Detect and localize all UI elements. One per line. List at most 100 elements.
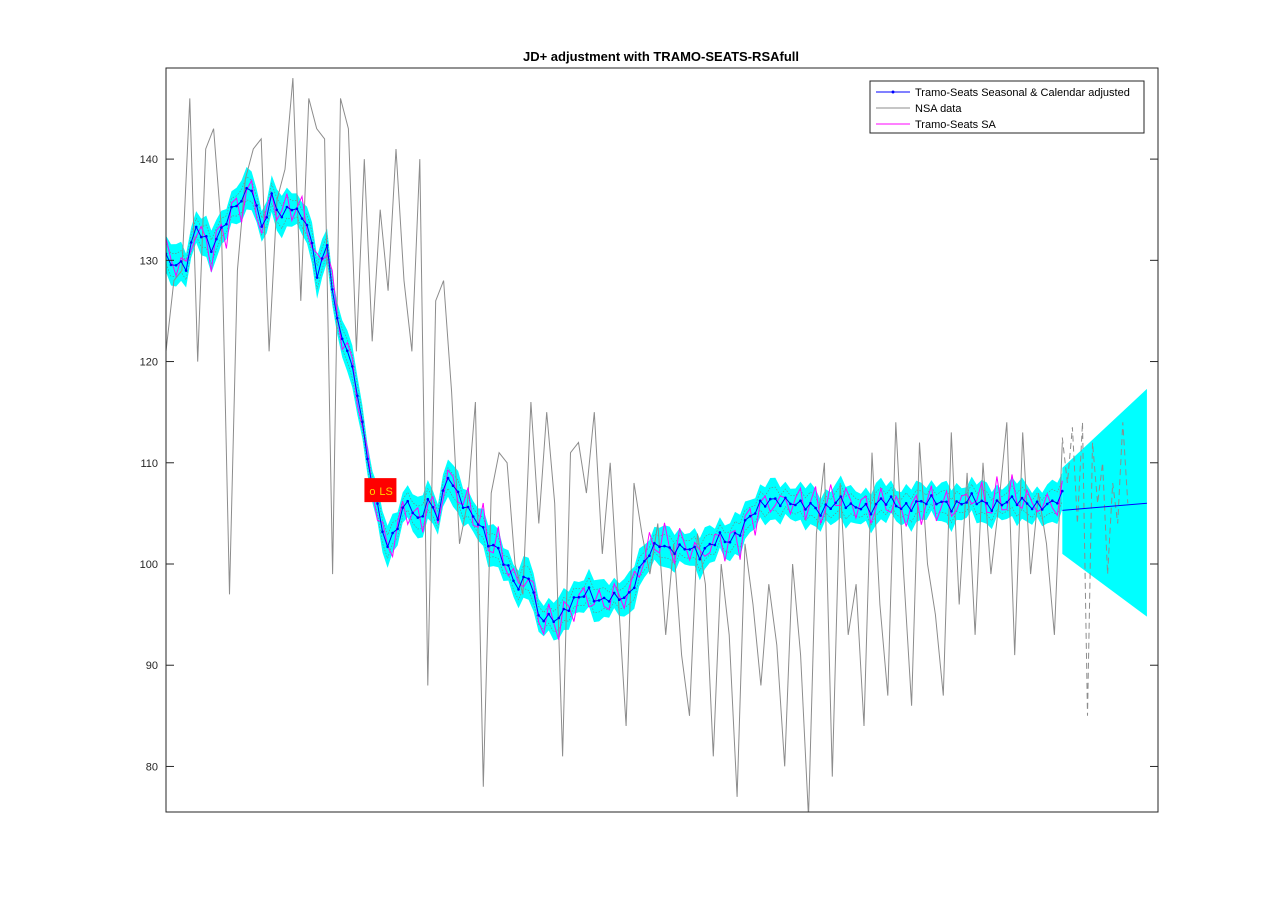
data-point xyxy=(335,316,339,320)
data-point xyxy=(174,264,178,267)
data-point xyxy=(320,257,324,260)
data-point xyxy=(723,540,727,544)
legend: Tramo-Seats Seasonal & Calendar adjusted… xyxy=(869,80,1145,134)
data-point xyxy=(864,502,868,506)
data-point xyxy=(879,497,883,500)
data-point xyxy=(950,510,953,513)
y-axis: 80 90 100 110 120 130 140 xyxy=(140,154,1158,773)
data-point xyxy=(738,534,742,537)
data-point xyxy=(532,591,535,594)
data-point xyxy=(960,502,963,506)
data-point xyxy=(779,504,782,508)
data-point xyxy=(1040,508,1044,511)
legend-swatch-dot xyxy=(891,90,895,94)
data-point xyxy=(915,500,918,503)
data-point xyxy=(824,503,827,506)
data-point xyxy=(451,484,455,488)
data-point xyxy=(698,557,702,561)
data-point xyxy=(713,543,717,547)
data-point xyxy=(748,514,752,518)
data-point xyxy=(673,552,676,556)
data-point xyxy=(567,609,571,613)
data-point xyxy=(194,225,198,229)
data-point xyxy=(366,457,369,461)
data-point xyxy=(466,505,470,509)
data-point xyxy=(668,546,671,549)
outlier-type-label: LS xyxy=(379,486,392,498)
data-point xyxy=(255,204,258,207)
data-point xyxy=(1005,500,1009,504)
data-point xyxy=(894,504,898,508)
data-point xyxy=(758,499,762,503)
data-point xyxy=(416,516,420,519)
data-point xyxy=(819,514,822,517)
data-point xyxy=(940,500,943,504)
data-point xyxy=(648,554,651,557)
data-point xyxy=(814,506,817,510)
data-point xyxy=(1051,499,1054,503)
data-point xyxy=(577,595,581,599)
data-point xyxy=(633,586,636,590)
outlier-marker-label: o xyxy=(369,486,375,498)
data-point xyxy=(245,186,248,190)
data-point xyxy=(351,365,354,368)
data-point xyxy=(607,600,611,603)
legend-entry-label: Tramo-Seats Seasonal & Calendar adjusted xyxy=(915,87,1130,99)
data-point xyxy=(189,241,193,244)
data-point xyxy=(1015,503,1019,507)
data-point xyxy=(215,237,218,241)
data-point xyxy=(1056,502,1059,505)
data-point xyxy=(955,500,958,503)
data-point xyxy=(547,612,550,616)
chart-title: JD+ adjustment with TRAMO-SEATS-RSAfull xyxy=(523,49,799,64)
legend-entry-label: NSA data xyxy=(915,103,962,115)
data-point xyxy=(552,620,555,623)
data-point xyxy=(270,192,274,195)
data-point xyxy=(295,207,299,210)
data-point xyxy=(925,502,928,506)
data-point xyxy=(431,505,435,509)
data-point xyxy=(330,288,334,291)
data-point xyxy=(753,512,757,515)
data-point xyxy=(184,269,188,272)
data-point xyxy=(688,548,691,551)
y-tick-label: 100 xyxy=(140,559,158,571)
data-point xyxy=(733,531,737,535)
legend-box xyxy=(869,80,1145,134)
data-point xyxy=(300,217,304,220)
y-tick-label: 140 xyxy=(140,154,158,166)
data-point xyxy=(325,244,329,247)
data-point xyxy=(804,508,807,511)
data-point xyxy=(899,507,903,511)
data-point xyxy=(290,208,294,212)
data-point xyxy=(265,216,269,219)
data-point xyxy=(874,502,878,506)
data-point xyxy=(517,588,520,591)
data-point xyxy=(436,518,440,521)
data-point xyxy=(461,506,465,510)
data-point xyxy=(582,595,586,598)
data-point xyxy=(562,607,566,611)
data-point xyxy=(995,499,999,502)
data-point xyxy=(356,394,359,398)
data-point xyxy=(456,490,460,494)
y-tick-label: 80 xyxy=(146,761,158,773)
data-point xyxy=(789,502,792,506)
outlier-marker xyxy=(364,478,397,503)
data-point xyxy=(250,189,253,193)
data-point xyxy=(1000,503,1004,507)
data-point xyxy=(839,495,843,498)
data-point xyxy=(774,497,777,500)
data-point xyxy=(975,502,978,506)
data-point xyxy=(225,222,228,226)
data-point xyxy=(784,496,787,500)
data-point xyxy=(169,263,173,267)
data-point xyxy=(230,205,233,209)
data-point xyxy=(980,499,984,503)
data-point xyxy=(476,523,480,526)
data-point xyxy=(965,501,968,504)
data-point xyxy=(386,545,389,549)
data-point xyxy=(340,337,344,341)
data-point xyxy=(381,530,384,533)
